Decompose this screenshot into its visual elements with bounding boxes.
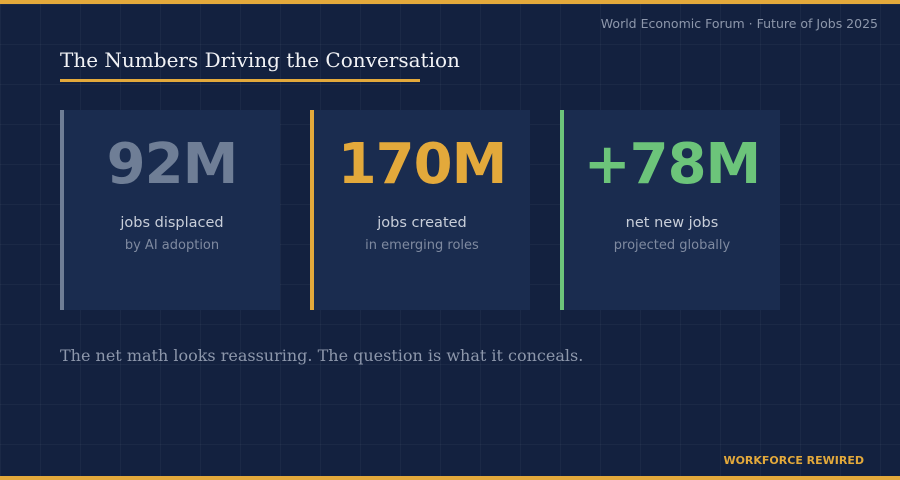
brand: WORKFORCE REWIRED [723,454,864,467]
stat-label: jobs displaced [120,215,224,231]
note: The net math looks reassuring. The quest… [60,346,584,365]
stat-value: 170M [337,132,508,197]
title: The Numbers Driving the Conversation [60,48,460,72]
stat-sublabel: by AI adoption [124,238,220,253]
stat-label: jobs created [377,215,467,231]
stat-label: net new jobs [625,215,719,231]
stat-value: +78M [583,132,762,197]
stat-sublabel: in emerging roles [365,238,479,253]
source: World Economic Forum · Future of Jobs 20… [600,16,878,31]
stat-value: 92M [106,132,239,197]
stat-card: 92M jobs displaced by AI adoption [60,110,280,310]
stat-sublabel: projected globally [613,238,731,253]
stat-card: +78M net new jobs projected globally [560,110,780,310]
stat-card: 170M jobs created in emerging roles [310,110,530,310]
title-underline [60,79,420,82]
